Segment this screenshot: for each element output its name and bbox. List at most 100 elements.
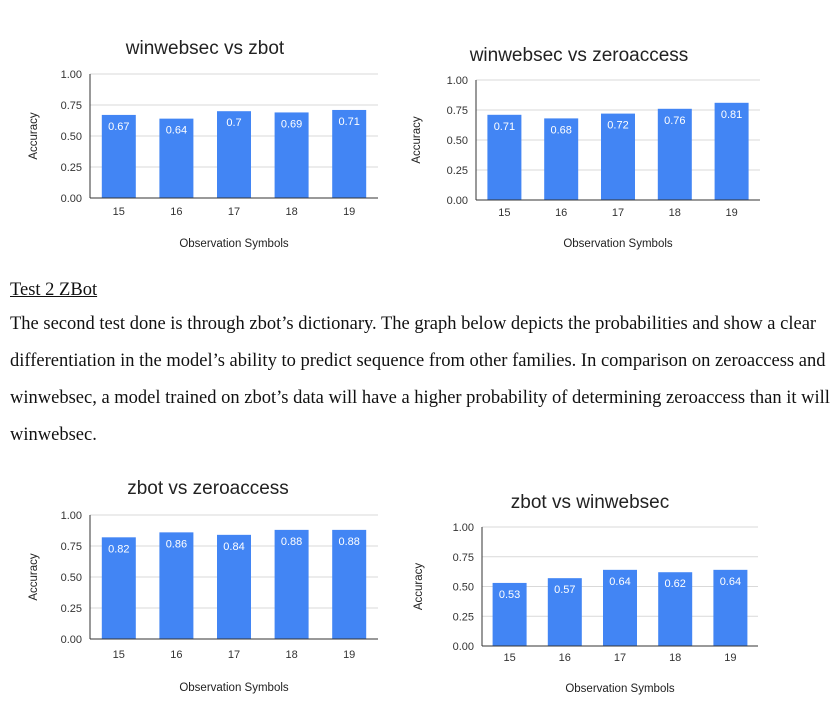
y-axis-title: Accuracy <box>28 112 40 160</box>
bar <box>217 534 251 639</box>
x-tick-label: 18 <box>669 207 681 219</box>
bar <box>657 108 692 200</box>
x-tick-label: 17 <box>228 649 240 661</box>
data-label: 0.57 <box>554 584 575 596</box>
data-label: 0.86 <box>166 538 187 550</box>
x-tick-label: 19 <box>343 206 355 218</box>
bar <box>492 582 527 646</box>
x-tick-label: 17 <box>612 207 624 219</box>
x-axis-title: Observation Symbols <box>179 682 289 694</box>
chart-svg: zbot vs winwebsec 0.00 0.25 0.50 0.75 1.00 0.5… <box>413 492 758 695</box>
bar <box>274 529 309 639</box>
data-label: 0.88 <box>281 536 302 548</box>
chart-zbot-vs-zeroaccess: zbot vs zeroaccess 0.00 0.25 0.50 0.75 1.00 0.… <box>0 470 400 710</box>
x-axis-title: Observation Symbols <box>565 683 675 695</box>
x-tick-label: 17 <box>614 652 626 664</box>
y-tick-label: 0.25 <box>453 611 474 623</box>
data-label: 0.84 <box>223 541 244 553</box>
y-axis-title: Accuracy <box>411 116 423 164</box>
x-tick-label: 18 <box>285 649 297 661</box>
y-tick-label: 0.00 <box>61 634 82 646</box>
section-paragraph: The second test done is through zbot’s d… <box>10 314 830 445</box>
bar <box>159 532 194 639</box>
y-tick-label: 0.75 <box>61 541 82 553</box>
data-label: 0.67 <box>108 121 129 133</box>
x-tick-label: 19 <box>724 652 736 664</box>
data-label: 0.64 <box>166 125 187 137</box>
y-tick-label: 1.00 <box>61 69 82 81</box>
bar <box>547 578 582 646</box>
chart-title: winwebsec vs zeroaccess <box>469 45 689 66</box>
x-tick-label: 15 <box>498 207 510 219</box>
chart-winwebsec-vs-zeroaccess: winwebsec vs zeroaccess 0.00 0.25 0.50 0.75 1… <box>400 30 800 260</box>
bar <box>101 537 136 639</box>
x-axis-title: Observation Symbols <box>563 238 673 250</box>
bar <box>714 102 749 200</box>
chart-svg: winwebsec vs zbot 0.00 0.25 0.50 0.75 1.00 0.6… <box>28 38 378 250</box>
data-label: 0.53 <box>499 589 520 601</box>
section-heading: Test 2 ZBot <box>10 280 98 300</box>
x-tick-label: 17 <box>228 206 240 218</box>
x-axis-title: Observation Symbols <box>179 238 289 250</box>
y-tick-label: 0.75 <box>447 105 468 117</box>
bar <box>487 114 522 200</box>
data-label: 0.68 <box>550 124 571 136</box>
x-tick-label: 16 <box>555 207 567 219</box>
section-text: Test 2 ZBot The second test done is thro… <box>10 278 835 454</box>
x-tick-label: 16 <box>170 649 182 661</box>
data-label: 0.64 <box>720 576 741 588</box>
bar <box>601 113 635 200</box>
bar <box>658 572 693 646</box>
x-tick-label: 15 <box>503 652 515 664</box>
y-tick-label: 0.50 <box>61 572 82 584</box>
bar <box>332 109 367 198</box>
bar <box>603 569 637 646</box>
y-tick-label: 0.00 <box>61 193 82 205</box>
bar <box>217 111 251 198</box>
x-tick-label: 19 <box>725 207 737 219</box>
x-tick-label: 19 <box>343 649 355 661</box>
y-tick-label: 0.00 <box>453 641 474 653</box>
bar <box>544 118 579 200</box>
chart-title: winwebsec vs zbot <box>125 38 285 59</box>
chart-svg: winwebsec vs zeroaccess 0.00 0.25 0.50 0.75 1… <box>411 45 760 250</box>
y-tick-label: 1.00 <box>61 510 82 522</box>
data-label: 0.88 <box>338 536 359 548</box>
x-tick-label: 16 <box>170 206 182 218</box>
y-tick-label: 1.00 <box>447 75 468 87</box>
data-label: 0.71 <box>494 121 515 133</box>
y-axis-title: Accuracy <box>28 553 40 601</box>
y-tick-label: 0.75 <box>61 100 82 112</box>
x-tick-label: 18 <box>669 652 681 664</box>
bar <box>713 569 748 646</box>
data-label: 0.7 <box>226 117 241 129</box>
y-tick-label: 0.25 <box>61 603 82 615</box>
bar <box>159 118 194 198</box>
y-axis-title: Accuracy <box>413 563 425 611</box>
y-tick-label: 0.50 <box>453 582 474 594</box>
chart-winwebsec-vs-zbot: winwebsec vs zbot 0.00 0.25 0.50 0.75 1.00 0.6… <box>0 30 400 260</box>
chart-svg: zbot vs zeroaccess 0.00 0.25 0.50 0.75 1.00 0.… <box>28 478 378 694</box>
chart-zbot-vs-winwebsec: zbot vs winwebsec 0.00 0.25 0.50 0.75 1.00 0.5… <box>400 470 800 710</box>
x-tick-label: 15 <box>113 206 125 218</box>
bar <box>101 114 136 198</box>
data-label: 0.81 <box>721 109 742 121</box>
data-label: 0.76 <box>664 115 685 127</box>
y-tick-label: 0.50 <box>447 135 468 147</box>
chart-title: zbot vs winwebsec <box>511 492 669 513</box>
data-label: 0.64 <box>609 576 630 588</box>
y-tick-label: 0.25 <box>61 162 82 174</box>
x-tick-label: 18 <box>285 206 297 218</box>
data-label: 0.69 <box>281 118 302 130</box>
x-tick-label: 16 <box>559 652 571 664</box>
y-tick-label: 0.50 <box>61 131 82 143</box>
data-label: 0.72 <box>607 120 628 132</box>
y-tick-label: 0.25 <box>447 165 468 177</box>
y-tick-label: 0.00 <box>447 195 468 207</box>
chart-title: zbot vs zeroaccess <box>127 478 289 499</box>
data-label: 0.62 <box>664 578 685 590</box>
data-label: 0.71 <box>338 116 359 128</box>
y-tick-label: 0.75 <box>453 552 474 564</box>
bar <box>274 112 309 198</box>
bar <box>332 529 367 639</box>
